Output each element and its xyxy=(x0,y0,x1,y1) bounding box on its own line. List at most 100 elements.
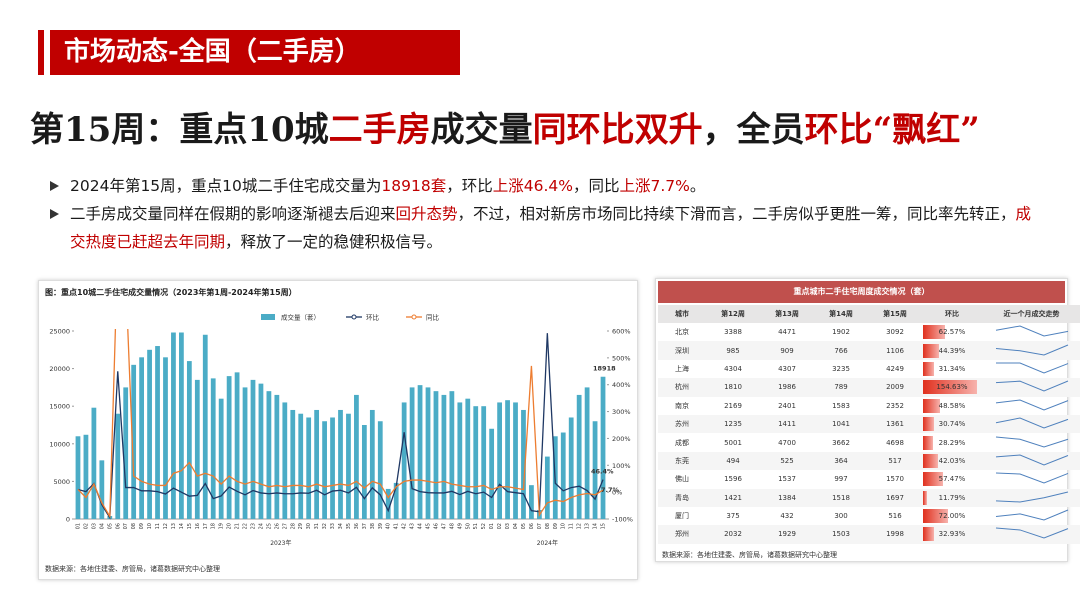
bar xyxy=(385,488,391,519)
x-tick-label: 21 xyxy=(235,523,241,529)
bar xyxy=(306,417,312,519)
bar xyxy=(592,421,598,519)
cell: 3235 xyxy=(832,364,850,373)
hb-label: 28.29% xyxy=(938,438,966,447)
bar xyxy=(186,361,192,519)
bar xyxy=(497,402,502,519)
trend-cell xyxy=(982,323,1080,341)
sparkline-line xyxy=(995,417,1068,429)
text-segment: 成交量 xyxy=(430,110,533,150)
cell: 上海 xyxy=(675,364,689,373)
hb-cell: 42.03% xyxy=(922,451,982,471)
hb-label: 30.74% xyxy=(938,420,966,429)
trend-cell xyxy=(982,507,1080,525)
bar xyxy=(433,391,439,519)
x-tick-label: 10 xyxy=(561,523,567,529)
hb-bar xyxy=(923,398,940,413)
header-row: 城市 第12周 第13周 第14周 第15周 环比 近一个月成交走势 xyxy=(658,305,1080,323)
bar xyxy=(171,332,176,519)
bar xyxy=(139,357,145,519)
table-row: 东莞 494 525 364 517 42.03% xyxy=(658,451,1080,471)
cell: 1503 xyxy=(814,525,868,544)
x-tick-label: 39 xyxy=(378,523,384,529)
table-row: 成都 5001 4700 3662 4698 28.29% xyxy=(658,433,1080,451)
trend-cell xyxy=(982,470,1080,488)
hb-bar xyxy=(923,490,928,505)
column-header: 近一个月成交走势 xyxy=(982,305,1080,323)
source-note: 数据来源：各地住建委、房管局，诸葛数据研究中心整理 xyxy=(45,564,220,573)
cell: 1411 xyxy=(760,414,814,434)
text-segment: 上涨46.4% xyxy=(492,177,573,195)
sparkline-line xyxy=(995,436,1068,448)
cell: 1697 xyxy=(868,488,922,507)
sparkline-line xyxy=(995,454,1068,466)
chart-title: 图：重点10城二手住宅成交量情况（2023年第1周-2024年第15周） xyxy=(45,287,297,297)
cell: 北京 xyxy=(675,328,689,337)
x-tick-label: 20 xyxy=(227,523,233,529)
x-tick-label: 25 xyxy=(266,523,272,529)
bar xyxy=(298,413,304,519)
x-tick-label: 38 xyxy=(370,523,376,529)
trend-cell xyxy=(982,488,1080,507)
cell: 2352 xyxy=(886,401,904,410)
x-tick-label: 15 xyxy=(187,523,193,529)
y-tick-label: 15000 xyxy=(49,403,70,411)
column-header: 第15周 xyxy=(868,305,922,323)
cell: 1570 xyxy=(886,475,904,484)
table-row: 郑州 2032 1929 1503 1998 32.93% xyxy=(658,525,1080,544)
hb-cell: 28.29% xyxy=(922,433,982,451)
chart: 图：重点10城二手住宅成交量情况（2023年第1周-2024年第15周）0500… xyxy=(45,287,633,573)
sparkline xyxy=(995,325,1068,337)
section-label: 市场动态-全国（二手房） xyxy=(50,30,460,75)
cell: 2009 xyxy=(868,378,922,397)
trend-cell xyxy=(982,451,1080,471)
bar xyxy=(354,394,359,519)
bar xyxy=(147,349,152,519)
cell: 1361 xyxy=(868,414,922,434)
hb-label: 72.00% xyxy=(938,512,966,521)
hb-cell: 30.74% xyxy=(922,414,982,434)
hb-cell: 44.39% xyxy=(922,341,982,360)
bar xyxy=(218,398,224,519)
legend-label: 同比 xyxy=(426,313,440,322)
table-title: 重点城市二手住宅周度成交情况（套） xyxy=(658,281,1065,303)
annotation: 18918 xyxy=(593,365,616,373)
cell: 1583 xyxy=(832,401,850,410)
hb-bar xyxy=(923,343,939,358)
sparkline-line xyxy=(995,362,1068,374)
hb-box: 28.29% xyxy=(922,435,982,451)
hb-cell: 72.00% xyxy=(922,507,982,525)
sparkline-line xyxy=(995,491,1068,503)
sparkline-line xyxy=(995,380,1068,392)
sparkline xyxy=(995,472,1068,484)
cell: 2169 xyxy=(724,401,742,410)
y2-tick-label: 0% xyxy=(612,489,622,497)
hb-cell: 48.58% xyxy=(922,397,982,415)
x-tick-label: 33 xyxy=(330,523,336,529)
x-tick-label: 13 xyxy=(585,523,591,529)
x-tick-label: 27 xyxy=(282,523,288,529)
hb-bar xyxy=(923,417,934,432)
x-tick-label: 22 xyxy=(243,523,249,529)
x-tick-label: 10 xyxy=(147,523,153,529)
hb-label: 32.93% xyxy=(938,530,966,539)
bar xyxy=(322,421,327,519)
bar xyxy=(330,417,335,519)
table-row: 苏州 1235 1411 1041 1361 30.74% xyxy=(658,414,1080,434)
bullet-marker xyxy=(50,181,59,191)
annotation: 7.7% xyxy=(601,486,620,494)
x-tick-label: 07 xyxy=(537,523,543,529)
x-tick-label: 03 xyxy=(505,523,511,529)
cell: 3662 xyxy=(832,438,850,447)
bar xyxy=(179,332,184,519)
bar xyxy=(441,394,447,519)
x-tick-label: 12 xyxy=(577,523,583,529)
table-row: 厦门 375 432 300 516 72.00% xyxy=(658,507,1080,525)
hb-label: 44.39% xyxy=(938,346,966,355)
y2-tick-label: 400% xyxy=(612,381,631,389)
text-segment: 成交热度已赶超去年同期 xyxy=(70,205,1032,251)
trend-cell xyxy=(982,433,1080,451)
cell: 364 xyxy=(814,451,868,471)
cell: 佛山 xyxy=(675,475,689,484)
bar xyxy=(83,434,89,519)
